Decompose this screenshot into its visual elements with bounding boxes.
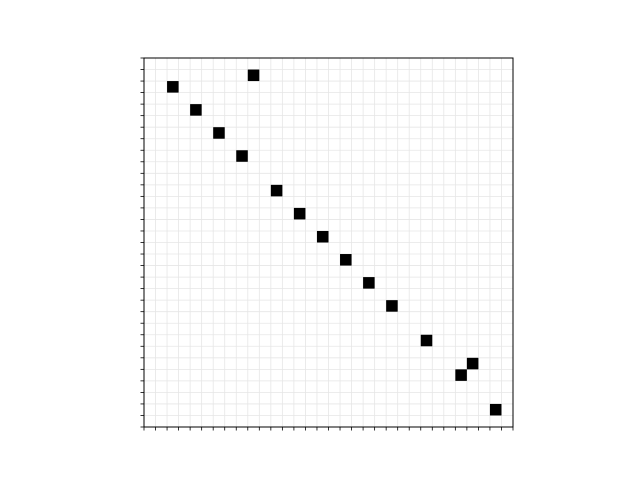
filled-cell [236, 150, 248, 162]
axis-ticks [140, 57, 514, 431]
filled-cell [489, 403, 502, 416]
filled-cell [455, 369, 467, 381]
filled-cells [167, 69, 502, 416]
filled-cell [316, 230, 329, 243]
filled-cell [386, 300, 398, 312]
filled-cell [247, 69, 260, 82]
filled-cell [270, 184, 283, 197]
filled-cell [363, 277, 375, 289]
filled-cell [190, 104, 202, 116]
filled-cell [420, 334, 433, 347]
filled-cell [466, 357, 479, 370]
plot-frame [143, 57, 514, 428]
grid-lines [144, 58, 513, 427]
filled-cell [293, 207, 306, 220]
filled-cell [340, 254, 352, 266]
filled-cell [213, 127, 225, 139]
filled-cell [167, 81, 179, 93]
